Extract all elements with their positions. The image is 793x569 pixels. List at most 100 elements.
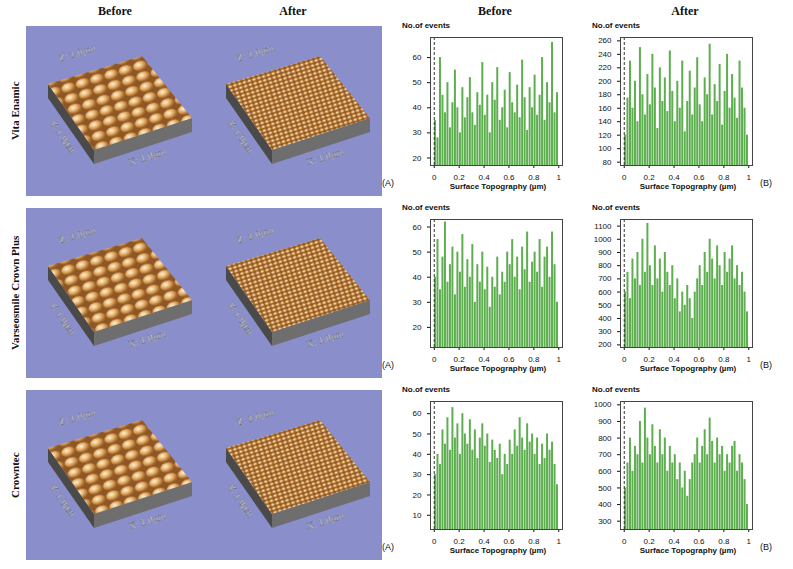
svg-text:260: 260 xyxy=(598,36,612,45)
svg-text:X: 1.0µm: X: 1.0µm xyxy=(127,327,167,349)
svg-text:800: 800 xyxy=(598,261,612,270)
svg-text:0.6: 0.6 xyxy=(693,355,705,363)
svg-text:Z: 1.0µm: Z: 1.0µm xyxy=(235,42,274,64)
svg-text:60: 60 xyxy=(413,223,422,232)
svg-text:0.4: 0.4 xyxy=(668,537,680,545)
svg-text:220: 220 xyxy=(598,63,612,72)
svg-text:X: 1.0µm: X: 1.0µm xyxy=(305,145,345,167)
svg-text:Z: 1.0µm: Z: 1.0µm xyxy=(57,42,96,64)
svg-text:800: 800 xyxy=(598,434,612,443)
svg-text:1: 1 xyxy=(747,537,752,545)
svg-text:0.8: 0.8 xyxy=(528,537,540,545)
svg-text:0.2: 0.2 xyxy=(454,355,466,363)
svg-text:1: 1 xyxy=(557,537,562,545)
svg-text:400: 400 xyxy=(598,500,612,509)
svg-text:1: 1 xyxy=(557,173,562,181)
svg-text:Y: 1.0µm: Y: 1.0µm xyxy=(226,481,257,518)
svg-text:0: 0 xyxy=(622,537,627,545)
svg-text:1100: 1100 xyxy=(594,222,612,231)
svg-text:30: 30 xyxy=(413,298,422,307)
svg-text:300: 300 xyxy=(598,327,612,336)
svg-text:0.2: 0.2 xyxy=(644,173,656,181)
svg-text:0: 0 xyxy=(622,355,627,363)
svg-text:20: 20 xyxy=(413,491,422,500)
svg-text:Z: 1.0µm: Z: 1.0µm xyxy=(235,224,274,246)
svg-text:50: 50 xyxy=(413,78,422,87)
svg-text:Y: 1.0µm: Y: 1.0µm xyxy=(48,299,79,336)
svg-text:0.4: 0.4 xyxy=(668,355,680,363)
svg-text:0.8: 0.8 xyxy=(528,355,540,363)
svg-text:1000: 1000 xyxy=(594,235,612,244)
svg-text:Y: 1.0µm: Y: 1.0µm xyxy=(48,481,79,518)
svg-text:160: 160 xyxy=(598,104,612,113)
svg-text:Z: 1.0µm: Z: 1.0µm xyxy=(57,406,96,428)
svg-text:600: 600 xyxy=(598,467,612,476)
svg-text:400: 400 xyxy=(598,314,612,323)
svg-text:140: 140 xyxy=(598,117,612,126)
svg-text:Z: 1.0µm: Z: 1.0µm xyxy=(235,406,274,428)
svg-text:20: 20 xyxy=(413,154,422,163)
svg-text:1000: 1000 xyxy=(594,400,612,409)
svg-text:900: 900 xyxy=(598,417,612,426)
svg-text:0.8: 0.8 xyxy=(718,537,730,545)
svg-text:X: 1.0µm: X: 1.0µm xyxy=(305,509,345,531)
svg-text:1: 1 xyxy=(747,355,752,363)
svg-text:500: 500 xyxy=(598,484,612,493)
svg-text:100: 100 xyxy=(598,144,612,153)
svg-text:0: 0 xyxy=(622,173,627,181)
svg-text:1: 1 xyxy=(557,355,562,363)
svg-text:0.6: 0.6 xyxy=(693,173,705,181)
svg-text:30: 30 xyxy=(413,128,422,137)
svg-text:600: 600 xyxy=(598,288,612,297)
svg-text:700: 700 xyxy=(598,450,612,459)
svg-text:0.2: 0.2 xyxy=(454,173,466,181)
svg-text:200: 200 xyxy=(598,340,612,349)
svg-text:0.8: 0.8 xyxy=(718,173,730,181)
svg-text:0.2: 0.2 xyxy=(644,537,656,545)
svg-text:Z: 1.0µm: Z: 1.0µm xyxy=(57,224,96,246)
svg-text:500: 500 xyxy=(598,301,612,310)
svg-text:0: 0 xyxy=(432,537,437,545)
svg-text:0.2: 0.2 xyxy=(454,537,466,545)
svg-text:X: 1.0µm: X: 1.0µm xyxy=(305,327,345,349)
svg-text:0.8: 0.8 xyxy=(718,355,730,363)
svg-text:300: 300 xyxy=(598,517,612,526)
svg-text:900: 900 xyxy=(598,248,612,257)
svg-text:200: 200 xyxy=(598,77,612,86)
html-text:After: After xyxy=(279,4,307,18)
svg-text:40: 40 xyxy=(413,450,422,459)
svg-text:0.6: 0.6 xyxy=(503,355,515,363)
svg-text:0.4: 0.4 xyxy=(478,355,490,363)
svg-text:Y: 1.0µm: Y: 1.0µm xyxy=(226,299,257,336)
svg-text:240: 240 xyxy=(598,50,612,59)
svg-text:700: 700 xyxy=(598,274,612,283)
svg-text:0: 0 xyxy=(432,173,437,181)
svg-text:0.8: 0.8 xyxy=(528,173,540,181)
svg-text:10: 10 xyxy=(413,511,422,520)
svg-text:0.6: 0.6 xyxy=(693,537,705,545)
svg-text:0.6: 0.6 xyxy=(503,173,515,181)
svg-text:30: 30 xyxy=(413,470,422,479)
svg-text:60: 60 xyxy=(413,53,422,62)
svg-text:X: 1.0µm: X: 1.0µm xyxy=(127,509,167,531)
svg-text:20: 20 xyxy=(413,323,422,332)
svg-text:60: 60 xyxy=(413,409,422,418)
html-text:Before: Before xyxy=(98,4,132,18)
svg-text:40: 40 xyxy=(413,273,422,282)
svg-text:50: 50 xyxy=(413,248,422,257)
svg-text:120: 120 xyxy=(598,131,612,140)
svg-text:0.4: 0.4 xyxy=(478,537,490,545)
svg-text:Y: 1.0µm: Y: 1.0µm xyxy=(48,117,79,154)
svg-text:0.2: 0.2 xyxy=(644,355,656,363)
svg-text:X: 1.0µm: X: 1.0µm xyxy=(127,145,167,167)
svg-text:0.4: 0.4 xyxy=(478,173,490,181)
svg-text:0: 0 xyxy=(432,355,437,363)
svg-text:1: 1 xyxy=(747,173,752,181)
svg-text:0.4: 0.4 xyxy=(668,173,680,181)
svg-text:50: 50 xyxy=(413,430,422,439)
svg-text:180: 180 xyxy=(598,90,612,99)
svg-text:40: 40 xyxy=(413,103,422,112)
svg-text:80: 80 xyxy=(603,158,612,167)
svg-text:0.6: 0.6 xyxy=(503,537,515,545)
svg-text:Y: 1.0µm: Y: 1.0µm xyxy=(226,117,257,154)
